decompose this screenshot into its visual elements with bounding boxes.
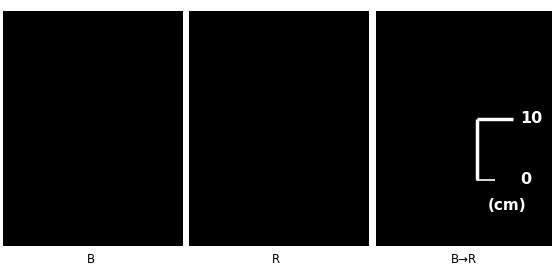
Text: 0: 0 [520, 173, 531, 188]
Text: B: B [87, 253, 95, 266]
Text: 10: 10 [520, 111, 542, 126]
Text: R: R [272, 253, 280, 266]
Text: B→R: B→R [450, 253, 477, 266]
Text: (cm): (cm) [487, 198, 526, 213]
